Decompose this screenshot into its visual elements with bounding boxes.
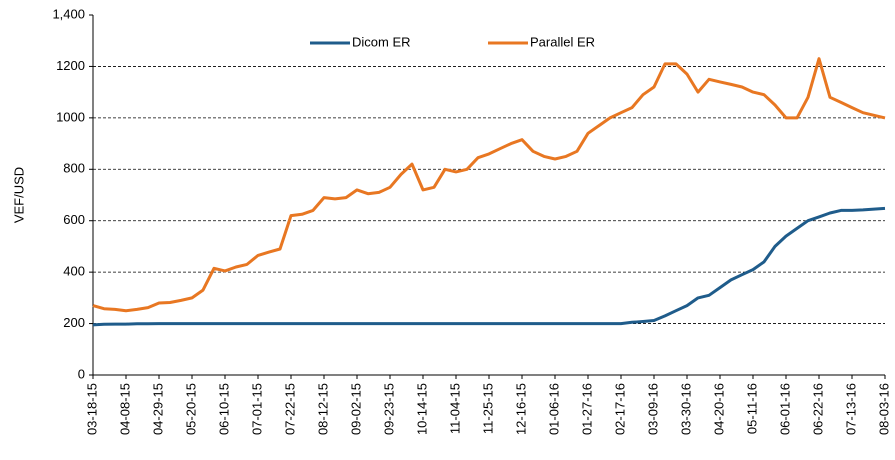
x-tick-label: 11-04-15 [447, 383, 462, 434]
x-tick-label: 01-27-16 [579, 383, 594, 435]
x-tick-label: 03-30-16 [678, 383, 693, 435]
x-tick-label: 09-02-15 [348, 383, 363, 435]
x-tick-label: 11-25-15 [480, 383, 495, 434]
x-tick-label: 07-13-16 [843, 383, 858, 435]
y-tick-label: 200 [63, 315, 85, 330]
x-tick-label: 02-17-16 [612, 383, 627, 435]
x-tick-label: 07-01-15 [249, 383, 264, 435]
x-tick-label: 05-11-16 [744, 383, 759, 434]
x-tick-label: 12-16-15 [513, 383, 528, 435]
data-line [92, 57, 886, 313]
x-tick-label: 01-06-16 [546, 383, 561, 435]
x-tick-label: 06-22-16 [810, 383, 825, 435]
x-tick-label: 09-23-15 [381, 383, 396, 435]
x-tick-label: 06-10-15 [216, 383, 231, 435]
x-tick-label: 03-18-15 [84, 383, 99, 435]
legend-label: Parallel ER [530, 34, 595, 49]
x-tick-label: 05-20-15 [183, 383, 198, 435]
y-tick-label: 1200 [56, 58, 85, 73]
x-tick-label: 04-29-15 [150, 383, 165, 435]
y-tick-label: 1000 [56, 109, 85, 124]
y-tick-label: 600 [63, 212, 85, 227]
y-tick-label: 400 [63, 264, 85, 279]
x-tick-label: 04-20-16 [711, 383, 726, 435]
x-tick-label: 08-12-15 [315, 383, 330, 435]
y-tick-label: 0 [78, 366, 85, 381]
x-tick-label: 07-22-15 [282, 383, 297, 435]
x-tick-label: 10-14-15 [414, 383, 429, 435]
x-tick-label: 06-01-16 [777, 383, 792, 435]
x-tick-label: 03-09-16 [645, 383, 660, 435]
y-tick-label: 1,400 [52, 6, 85, 21]
x-tick-label: 08-03-16 [876, 383, 891, 435]
x-tick-label: 04-08-15 [117, 383, 132, 435]
y-axis-label: VEF/USD [11, 167, 26, 223]
y-tick-label: 800 [63, 161, 85, 176]
data-line [92, 206, 886, 327]
legend-label: Dicom ER [352, 34, 411, 49]
